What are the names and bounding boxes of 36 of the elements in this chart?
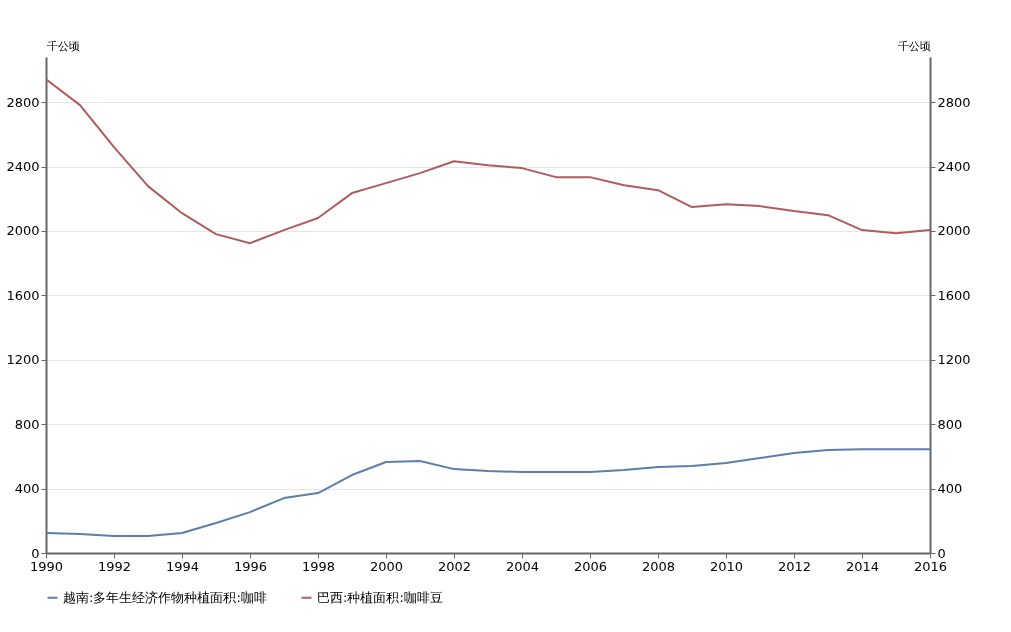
y2-axis-title: 千公顷 <box>897 39 931 53</box>
y2-tick-label: 1600 <box>937 287 971 303</box>
y-tick-label: 2400 <box>6 159 40 175</box>
y2-tick-label: 400 <box>937 481 963 497</box>
x-tick-label: 1992 <box>97 558 132 574</box>
y2-tick-label: 2400 <box>937 159 971 175</box>
legend-label: 巴西:种植面积:咖啡豆 <box>317 589 443 605</box>
x-tick-label: 2004 <box>505 558 540 574</box>
y2-tick-label: 1200 <box>937 352 971 368</box>
x-tick-label: 1994 <box>165 558 200 574</box>
y-tick-label: 800 <box>14 416 40 432</box>
x-tick-label: 2006 <box>573 558 608 574</box>
y-tick-label: 2800 <box>6 94 40 110</box>
x-tick-label: 2008 <box>641 558 676 574</box>
x-tick-label: 2000 <box>369 558 404 574</box>
y2-tick-label: 2000 <box>937 223 971 239</box>
x-tick-label: 2016 <box>913 558 948 574</box>
y2-tick-label: 800 <box>937 416 963 432</box>
y2-tick-label: 0 <box>937 545 946 561</box>
x-tick-label: 1996 <box>233 558 268 574</box>
x-tick-label: 1998 <box>301 558 336 574</box>
y-tick-label: 1200 <box>6 352 40 368</box>
y-tick-label: 1600 <box>6 287 40 303</box>
line-series <box>46 448 930 537</box>
x-tick-label: 2010 <box>709 558 744 574</box>
y-tick-label: 0 <box>31 545 40 561</box>
legend-label: 越南:多年生经济作物种植面积:咖啡 <box>63 589 267 605</box>
x-tick-label: 1990 <box>29 558 64 574</box>
y-axis-title: 千公顷 <box>46 39 80 53</box>
x-tick-label: 2012 <box>777 558 812 574</box>
line-series <box>46 78 930 245</box>
x-tick-label: 2014 <box>845 558 880 574</box>
y-tick-label: 400 <box>14 481 40 497</box>
y-tick-label: 2000 <box>6 223 40 239</box>
y2-tick-label: 2800 <box>937 94 971 110</box>
x-tick-label: 2002 <box>437 558 472 574</box>
